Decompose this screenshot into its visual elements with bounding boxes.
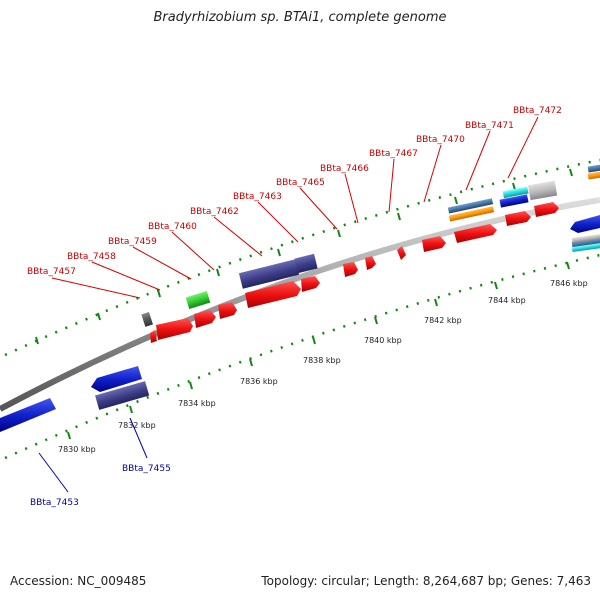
kbp-label-7834: 7834 kbp xyxy=(178,399,216,408)
gene-bbta-7454[interactable] xyxy=(91,366,142,392)
gene-bbta-7463-block-2[interactable] xyxy=(294,253,318,274)
gene-bbta-7460-green[interactable] xyxy=(185,291,211,309)
label-bbta-7472[interactable]: BBta_7472 xyxy=(513,106,562,116)
kbp-label-7836: 7836 kbp xyxy=(240,377,278,386)
label-bbta-7460[interactable]: BBta_7460 xyxy=(148,222,197,232)
gene-bbta-7459[interactable] xyxy=(156,318,193,340)
gene-rev-edge-steel[interactable] xyxy=(571,237,600,249)
gene-bbta-7473-grey[interactable] xyxy=(527,180,558,201)
label-bbta-7457[interactable]: BBta_7457 xyxy=(27,267,76,277)
gene-edge-steel[interactable] xyxy=(587,163,600,173)
gene-bbta-7453[interactable] xyxy=(0,398,56,432)
kbp-label-7838: 7838 kbp xyxy=(303,356,341,365)
genome-summary-text: Topology: circular; Length: 8,264,687 bp… xyxy=(261,574,591,588)
gene-bbta-7472[interactable] xyxy=(505,211,531,226)
label-bbta-7466[interactable]: BBta_7466 xyxy=(320,164,369,174)
gene-edge-orange[interactable] xyxy=(587,170,600,180)
gene-bbta-7462[interactable] xyxy=(218,302,237,319)
gene-bbta-7465[interactable] xyxy=(301,276,320,292)
label-bbta-7465[interactable]: BBta_7465 xyxy=(276,178,325,188)
gene-bbta-7473[interactable] xyxy=(534,202,559,217)
kbp-label-7846: 7846 kbp xyxy=(550,279,588,288)
label-bbta-7462[interactable]: BBta_7462 xyxy=(190,207,239,217)
label-bbta-7458[interactable]: BBta_7458 xyxy=(67,252,116,262)
gene-bbta-7470[interactable] xyxy=(422,236,446,252)
bottom-label-leaders xyxy=(38,417,148,493)
label-bbta-7471[interactable]: BBta_7471 xyxy=(465,121,514,131)
top-label-leaders xyxy=(51,116,539,299)
gene-rev-edge-cyan[interactable] xyxy=(571,242,600,253)
gene-bbta-7460[interactable] xyxy=(194,310,216,328)
label-bbta-7467[interactable]: BBta_7467 xyxy=(369,149,418,159)
label-bbta-7463[interactable]: BBta_7463 xyxy=(233,192,282,202)
bottom-gene-labels: BBta_7453 BBta_7455 xyxy=(30,464,171,508)
label-bbta-7470[interactable]: BBta_7470 xyxy=(416,135,465,145)
label-bbta-7459[interactable]: BBta_7459 xyxy=(108,237,157,247)
kbp-label-7840: 7840 kbp xyxy=(364,336,402,345)
lower-major-ticks xyxy=(67,261,570,440)
gene-bbta-7463-block[interactable] xyxy=(238,259,300,289)
gene-rev-edge-blue[interactable] xyxy=(570,215,600,233)
top-gene-labels: BBta_7457 BBta_7458 BBta_7459 BBta_7460 … xyxy=(27,106,562,277)
gene-bbta-7466[interactable] xyxy=(343,262,358,277)
gene-bbta-7471-steel[interactable] xyxy=(447,198,494,214)
genome-title: Bradyrhizobium sp. BTAi1, complete genom… xyxy=(153,10,447,25)
gene-bbta-7458[interactable] xyxy=(141,312,153,327)
reverse-strand-genes xyxy=(0,215,600,432)
gene-bbta-7471[interactable] xyxy=(454,224,497,243)
gene-bbta-7471-orange[interactable] xyxy=(448,206,495,222)
gene-bbta-7470-a[interactable] xyxy=(397,246,406,260)
gene-bbta-7467[interactable] xyxy=(365,256,376,270)
kbp-label-7844: 7844 kbp xyxy=(488,296,526,305)
gene-bbta-7472-blue[interactable] xyxy=(499,194,529,208)
label-bbta-7453[interactable]: BBta_7453 xyxy=(30,498,79,508)
accession-text: Accession: NC_009485 xyxy=(10,574,147,588)
forward-strand-genes xyxy=(141,163,600,343)
kbp-label-7832: 7832 kbp xyxy=(118,421,156,430)
gene-bbta-7457[interactable] xyxy=(150,330,157,343)
gene-rev-edge-grey[interactable] xyxy=(571,233,600,244)
kbp-label-7842: 7842 kbp xyxy=(424,316,462,325)
gene-bbta-7463[interactable] xyxy=(245,281,301,308)
label-bbta-7455[interactable]: BBta_7455 xyxy=(122,464,171,474)
kbp-label-7830: 7830 kbp xyxy=(58,445,96,454)
gene-bbta-7455[interactable] xyxy=(95,381,150,410)
kbp-labels: 7830 kbp 7832 kbp 7834 kbp 7836 kbp 7838… xyxy=(58,279,588,454)
gene-bbta-7472-cyan[interactable] xyxy=(502,186,529,199)
upper-major-ticks xyxy=(35,168,573,345)
